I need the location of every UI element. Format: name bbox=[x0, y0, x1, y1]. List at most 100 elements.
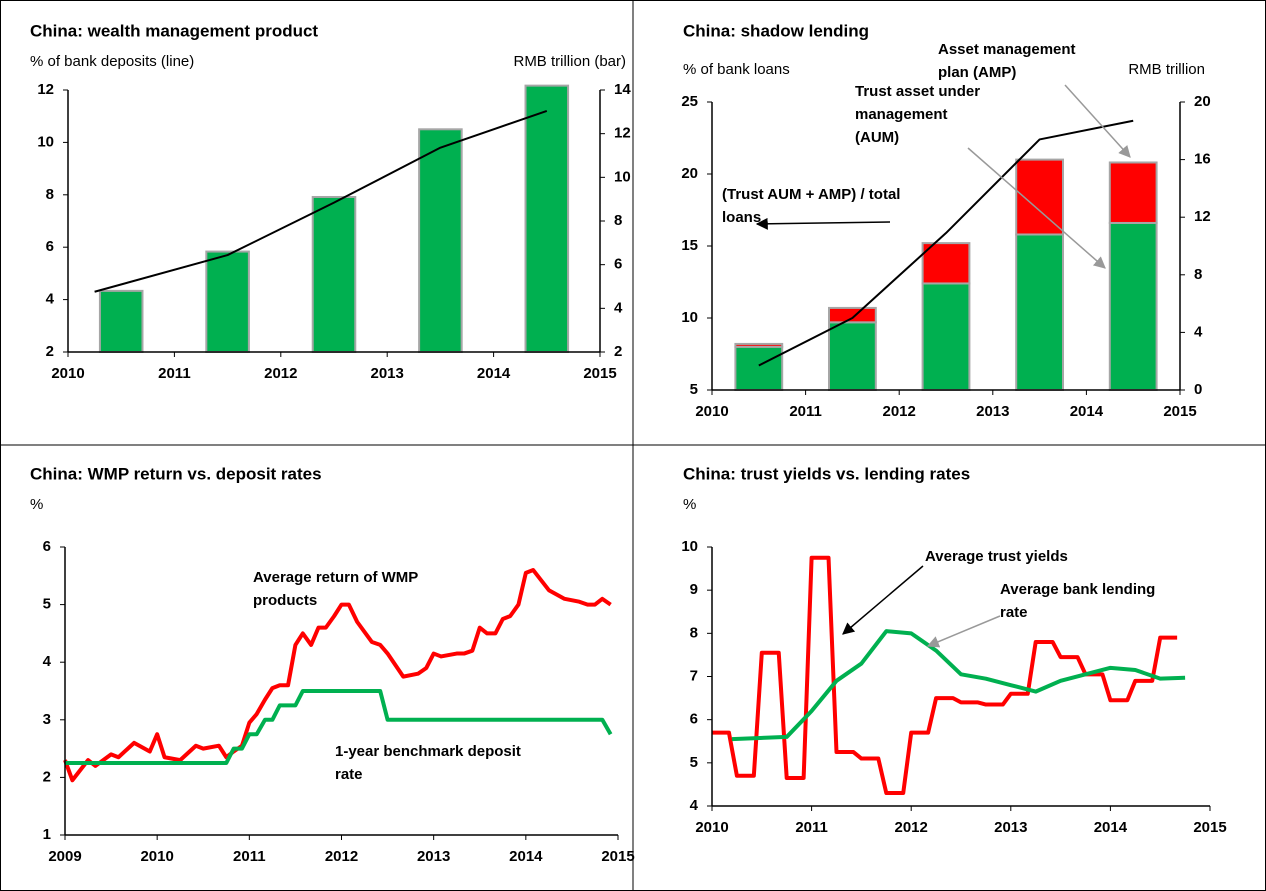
y2-tick-label: 2 bbox=[614, 343, 622, 360]
arrow bbox=[755, 217, 891, 230]
arrow bbox=[1064, 84, 1131, 158]
chart-title: China: wealth management product bbox=[30, 21, 318, 40]
y2-tick-label: 10 bbox=[614, 168, 631, 185]
x-tick-label: 2014 bbox=[509, 848, 543, 865]
y2-tick-label: 20 bbox=[1194, 93, 1211, 110]
y2-axis-label: RMB trillion bbox=[1128, 61, 1205, 78]
y2-tick-label: 12 bbox=[614, 125, 631, 142]
line bbox=[731, 629, 1186, 742]
y-tick-label: 6 bbox=[43, 538, 51, 555]
bar bbox=[98, 289, 144, 354]
bar bbox=[205, 250, 250, 353]
arrow bbox=[967, 147, 1106, 269]
annotation: Trust asset under bbox=[855, 83, 980, 100]
annotation: rate bbox=[1000, 604, 1028, 621]
y-tick-label: 7 bbox=[690, 667, 698, 684]
x-tick-label: 2013 bbox=[417, 848, 450, 865]
arrow bbox=[842, 565, 924, 635]
y2-tick-label: 6 bbox=[614, 256, 622, 273]
y-tick-label: 25 bbox=[681, 93, 698, 110]
y-tick-label: 10 bbox=[37, 133, 54, 150]
y-tick-label: 15 bbox=[681, 237, 698, 254]
y-tick-label: 10 bbox=[681, 309, 698, 326]
bar bbox=[1108, 221, 1158, 391]
y2-tick-label: 14 bbox=[614, 81, 631, 98]
x-tick-label: 2014 bbox=[1070, 403, 1104, 420]
chart-title: China: trust yields vs. lending rates bbox=[683, 464, 970, 483]
x-tick-label: 2011 bbox=[233, 848, 266, 865]
x-tick-label: 2010 bbox=[140, 848, 173, 865]
x-tick-label: 2013 bbox=[371, 365, 404, 382]
x-tick-label: 2012 bbox=[895, 819, 928, 836]
x-tick-label: 2015 bbox=[1193, 819, 1226, 836]
x-tick-label: 2015 bbox=[1163, 403, 1196, 420]
bar bbox=[828, 306, 877, 324]
y-tick-label: 4 bbox=[43, 653, 52, 670]
y-tick-label: 9 bbox=[690, 581, 698, 598]
x-tick-label: 2010 bbox=[51, 365, 84, 382]
y2-tick-label: 4 bbox=[614, 299, 623, 316]
annotation: management bbox=[855, 106, 948, 123]
x-tick-label: 2012 bbox=[264, 365, 297, 382]
y-tick-label: 2 bbox=[46, 343, 54, 360]
y-tick-label: 5 bbox=[43, 596, 51, 613]
x-tick-label: 2011 bbox=[158, 365, 191, 382]
chart-title: China: shadow lending bbox=[683, 21, 869, 40]
y-tick-label: 5 bbox=[690, 381, 698, 398]
annotation: (AUM) bbox=[855, 129, 899, 146]
line bbox=[65, 689, 613, 765]
y2-tick-label: 8 bbox=[614, 212, 622, 229]
bar bbox=[921, 242, 971, 285]
annotation: Average trust yields bbox=[925, 548, 1068, 565]
y-tick-label: 3 bbox=[43, 711, 51, 728]
x-tick-label: 2012 bbox=[325, 848, 358, 865]
y-tick-label: 12 bbox=[37, 81, 54, 98]
x-tick-label: 2011 bbox=[795, 819, 828, 836]
annotation: rate bbox=[335, 766, 363, 783]
x-tick-label: 2012 bbox=[883, 403, 916, 420]
annotation: (Trust AUM + AMP) / total bbox=[722, 186, 900, 203]
annotation: plan (AMP) bbox=[938, 64, 1016, 81]
y-tick-label: 8 bbox=[690, 624, 698, 641]
x-tick-label: 2011 bbox=[789, 403, 822, 420]
x-tick-label: 2014 bbox=[477, 365, 511, 382]
line bbox=[712, 555, 1178, 796]
y2-axis-label: RMB trillion (bar) bbox=[513, 53, 626, 70]
y-tick-label: 6 bbox=[46, 238, 54, 255]
y-axis-label: % bbox=[683, 496, 696, 513]
y2-tick-label: 8 bbox=[1194, 266, 1202, 283]
bar bbox=[921, 282, 971, 391]
bar bbox=[418, 128, 463, 353]
x-tick-label: 2010 bbox=[695, 403, 728, 420]
bar bbox=[1015, 233, 1065, 391]
y-axis-label: % of bank loans bbox=[683, 61, 790, 78]
annotation: Average return of WMP bbox=[253, 569, 418, 586]
y2-tick-label: 4 bbox=[1194, 323, 1203, 340]
arrow bbox=[926, 615, 1001, 648]
y2-tick-label: 0 bbox=[1194, 381, 1202, 398]
annotation: Asset management bbox=[938, 41, 1076, 58]
bar bbox=[734, 342, 784, 348]
line bbox=[94, 110, 548, 293]
x-tick-label: 2010 bbox=[695, 819, 728, 836]
x-tick-label: 2015 bbox=[583, 365, 616, 382]
y-axis-label: % of bank deposits (line) bbox=[30, 53, 194, 70]
y-tick-label: 8 bbox=[46, 186, 54, 203]
y-tick-label: 4 bbox=[46, 291, 55, 308]
bar bbox=[311, 195, 357, 353]
y-tick-label: 5 bbox=[690, 754, 698, 771]
y-tick-label: 1 bbox=[43, 826, 51, 843]
y-axis-label: % bbox=[30, 496, 43, 513]
y-tick-label: 20 bbox=[681, 165, 698, 182]
y-tick-label: 4 bbox=[690, 797, 699, 814]
y2-tick-label: 12 bbox=[1194, 208, 1211, 225]
chart-title: China: WMP return vs. deposit rates bbox=[30, 464, 322, 483]
x-tick-label: 2013 bbox=[994, 819, 1027, 836]
line bbox=[63, 568, 612, 783]
y-tick-label: 2 bbox=[43, 768, 51, 785]
x-tick-label: 2014 bbox=[1094, 819, 1128, 836]
line bbox=[758, 119, 1134, 367]
y-tick-label: 6 bbox=[690, 711, 698, 728]
annotation: products bbox=[253, 592, 317, 609]
